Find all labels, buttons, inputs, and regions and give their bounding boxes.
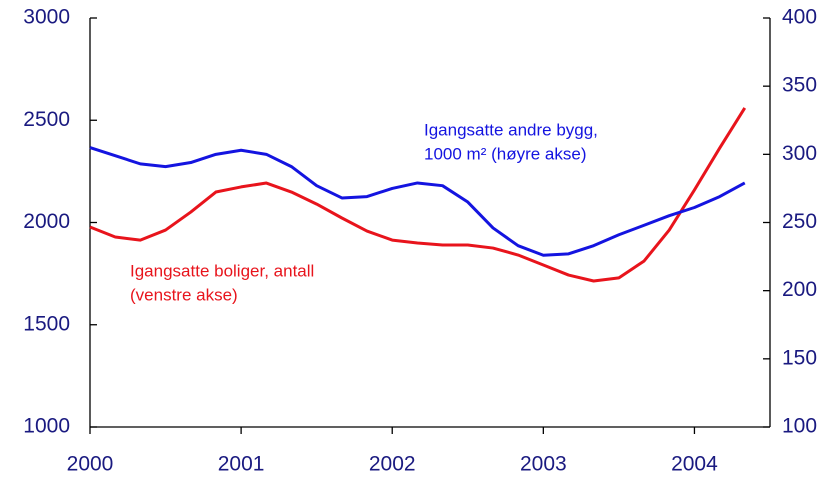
y2-tick-label: 100	[782, 415, 817, 438]
x-tick-label: 2000	[67, 453, 114, 476]
annotation: Igangsatte boliger, antall	[130, 261, 314, 280]
x-tick-label: 2003	[520, 453, 567, 476]
y2-tick-label: 200	[782, 278, 817, 301]
y2-tick-label: 350	[782, 74, 817, 97]
y2-tick-label: 400	[782, 6, 817, 29]
annotation: 1000 m² (høyre akse)	[424, 144, 587, 163]
series-line	[89, 146, 746, 257]
y-tick-label: 3000	[23, 6, 70, 29]
y2-tick-label: 150	[782, 346, 817, 369]
y-tick-label: 2000	[23, 210, 70, 233]
y-tick-label: 1500	[23, 312, 70, 335]
x-tick-label: 2004	[671, 453, 718, 476]
annotation: (venstre akse)	[130, 285, 238, 304]
y2-tick-label: 300	[782, 142, 817, 165]
series-line	[89, 107, 747, 283]
y2-tick-label: 250	[782, 210, 817, 233]
x-tick-label: 2002	[369, 453, 416, 476]
x-tick-label: 2001	[218, 453, 265, 476]
y-tick-label: 2500	[23, 108, 70, 131]
y-tick-label: 1000	[23, 415, 70, 438]
annotation: Igangsatte andre bygg,	[424, 120, 598, 139]
